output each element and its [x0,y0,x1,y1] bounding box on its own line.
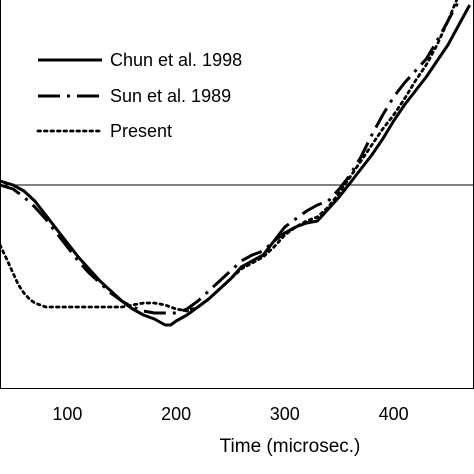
x-axis-title: Time (microsec.) [220,436,361,457]
series-line-2 [0,0,459,313]
legend-label-1: Sun et al. 1989 [110,86,231,106]
x-tick-labels: 100 200 300 400 [52,404,408,424]
series-line-1 [0,0,462,315]
x-tick-label-3: 400 [379,404,409,424]
x-tick-label-0: 100 [52,404,82,424]
series-layer [0,0,472,327]
series-line-0 [0,4,472,327]
legend: Chun et al. 1998 Sun et al. 1989 Present [36,50,242,141]
x-tick-label-2: 300 [270,404,300,424]
legend-label-2: Present [110,121,172,141]
x-tick-label-1: 200 [161,404,191,424]
legend-label-0: Chun et al. 1998 [110,50,242,70]
